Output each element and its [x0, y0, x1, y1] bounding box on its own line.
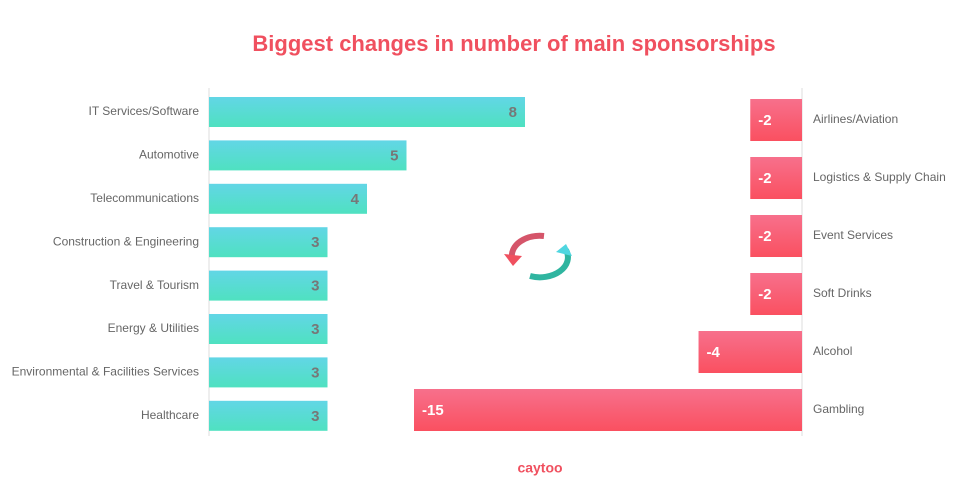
category-label: Logistics & Supply Chain	[813, 170, 946, 184]
value-label: 3	[311, 364, 319, 381]
bar	[750, 99, 802, 141]
category-label: Construction & Engineering	[53, 234, 199, 248]
value-label: -2	[758, 112, 771, 129]
category-label: Energy & Utilities	[108, 321, 199, 335]
value-label: 3	[311, 234, 319, 251]
bar	[209, 314, 328, 344]
value-label: 3	[311, 321, 319, 338]
category-label: IT Services/Software	[89, 104, 200, 118]
value-label: -2	[758, 170, 771, 187]
category-label: Environmental & Facilities Services	[12, 365, 199, 379]
bar	[750, 215, 802, 257]
bar	[209, 227, 328, 258]
bar	[209, 140, 407, 171]
bar	[414, 389, 802, 431]
category-label: Telecommunications	[90, 191, 199, 205]
bar	[209, 183, 367, 214]
value-label: -15	[422, 402, 444, 419]
bar	[209, 97, 525, 127]
value-label: 3	[311, 278, 319, 295]
value-label: 5	[390, 147, 398, 164]
value-label: 3	[311, 408, 319, 425]
bar	[209, 270, 328, 301]
category-label: Travel & Tourism	[110, 278, 199, 292]
chart-title: Biggest changes in number of main sponso…	[252, 31, 775, 56]
value-label: -2	[758, 286, 771, 303]
bar	[698, 331, 802, 373]
logo: caytoo	[517, 460, 562, 476]
category-label: Soft Drinks	[813, 286, 872, 300]
value-label: -2	[758, 228, 771, 245]
bar	[209, 357, 328, 388]
bar	[750, 273, 802, 315]
value-label: 8	[509, 104, 517, 121]
category-label: Healthcare	[141, 408, 199, 422]
category-label: Event Services	[813, 228, 893, 242]
category-label: Alcohol	[813, 344, 852, 358]
value-label: -4	[707, 344, 721, 361]
category-label: Airlines/Aviation	[813, 112, 898, 126]
bar	[750, 157, 802, 199]
category-label: Automotive	[139, 148, 199, 162]
value-label: 4	[351, 191, 360, 208]
category-label: Gambling	[813, 402, 864, 416]
bar	[209, 400, 328, 431]
change-icon	[504, 232, 572, 281]
